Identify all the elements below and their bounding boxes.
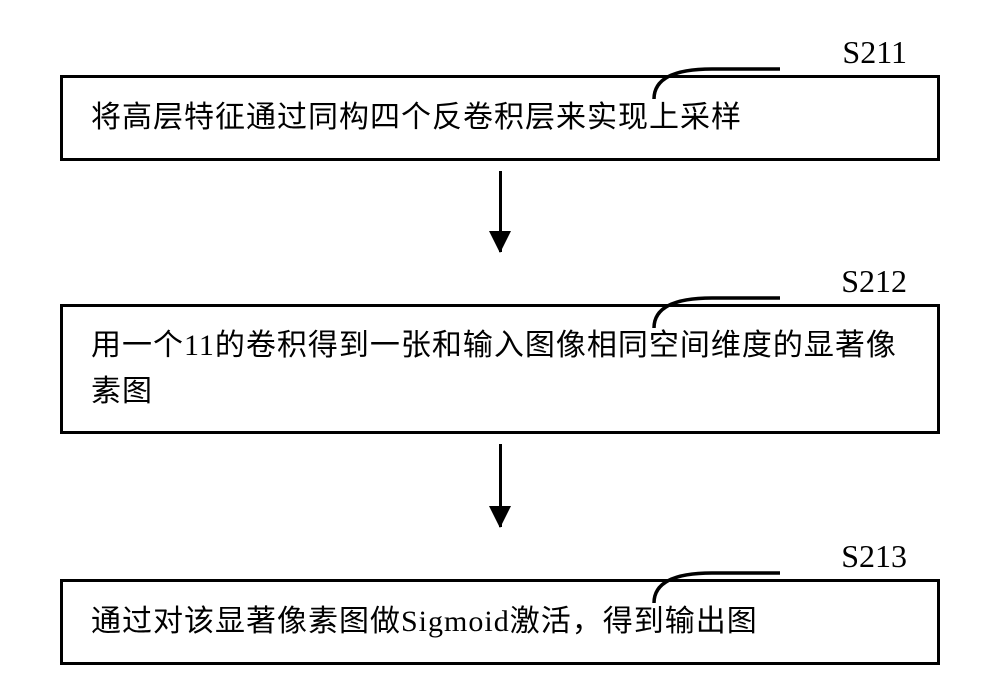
flowchart-arrow: [60, 161, 940, 262]
step-text: 通过对该显著像素图做Sigmoid激活，得到输出图: [91, 599, 758, 646]
step-label: S212: [841, 263, 907, 300]
arrow-down-icon: [489, 506, 511, 528]
flowchart-arrow: [60, 434, 940, 537]
connector-curve-icon: [652, 65, 782, 101]
flowchart-box: S211 将高层特征通过同构四个反卷积层来实现上采样: [60, 75, 940, 161]
arrow-down-icon: [489, 231, 511, 253]
flowchart-diagram: S211 将高层特征通过同构四个反卷积层来实现上采样 S212 用一个11的卷积…: [60, 35, 940, 665]
step-text: 将高层特征通过同构四个反卷积层来实现上采样: [91, 95, 742, 142]
connector-curve-icon: [652, 569, 782, 605]
connector-curve-icon: [652, 294, 782, 330]
step-label: S211: [842, 34, 907, 71]
step-text: 用一个11的卷积得到一张和输入图像相同空间维度的显著像素图: [91, 323, 909, 416]
step-label: S213: [841, 538, 907, 575]
flowchart-box: S212 用一个11的卷积得到一张和输入图像相同空间维度的显著像素图: [60, 304, 940, 434]
flowchart-box: S213 通过对该显著像素图做Sigmoid激活，得到输出图: [60, 579, 940, 665]
